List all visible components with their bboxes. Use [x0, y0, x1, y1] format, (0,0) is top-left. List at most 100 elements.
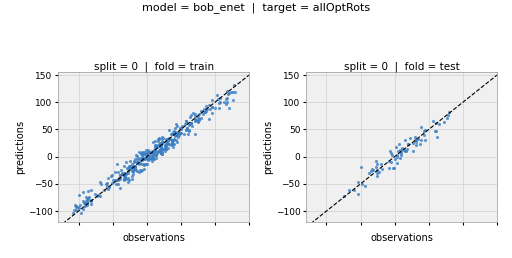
Point	[102, 182, 110, 186]
Point	[198, 109, 206, 113]
Point	[223, 99, 231, 103]
Point	[393, 155, 401, 159]
Point	[133, 154, 141, 158]
Point	[396, 156, 404, 160]
Point	[401, 149, 409, 153]
Point	[392, 145, 400, 149]
Point	[136, 158, 144, 162]
Point	[120, 174, 129, 178]
Point	[176, 126, 184, 130]
Point	[187, 121, 196, 125]
Point	[147, 159, 156, 163]
Point	[75, 193, 83, 197]
Point	[148, 157, 157, 161]
Point	[116, 173, 124, 177]
Text: model = bob_enet  |  target = allOptRots: model = bob_enet | target = allOptRots	[142, 3, 370, 13]
Point	[137, 169, 145, 173]
Point	[115, 176, 123, 180]
Point	[155, 143, 163, 147]
Point	[440, 119, 448, 124]
Point	[130, 164, 138, 168]
Point	[225, 106, 233, 110]
Point	[157, 150, 165, 155]
Point	[154, 137, 162, 141]
Point	[82, 197, 91, 201]
Point	[220, 100, 228, 104]
Point	[144, 154, 153, 158]
Point	[231, 90, 240, 94]
Point	[80, 204, 89, 208]
Point	[154, 144, 162, 148]
Point	[202, 103, 210, 108]
Point	[442, 116, 451, 120]
Point	[162, 147, 170, 151]
Point	[136, 161, 144, 165]
Point	[161, 144, 169, 148]
Point	[122, 159, 130, 164]
Point	[200, 107, 208, 111]
Point	[161, 149, 169, 153]
Point	[175, 133, 183, 137]
Point	[401, 148, 410, 152]
Point	[166, 137, 174, 141]
Point	[129, 165, 137, 169]
Point	[170, 129, 178, 133]
Point	[79, 201, 88, 205]
Point	[84, 195, 93, 199]
Point	[396, 149, 404, 153]
Point	[224, 92, 232, 96]
Point	[133, 169, 141, 173]
Point	[213, 93, 221, 98]
Point	[121, 176, 129, 181]
Point	[415, 142, 423, 146]
Point	[158, 150, 166, 154]
Point	[128, 165, 136, 169]
Point	[354, 180, 362, 184]
Point	[70, 208, 78, 212]
Point	[169, 145, 177, 149]
Point	[190, 132, 199, 136]
Point	[113, 162, 121, 166]
Point	[131, 165, 139, 169]
Point	[193, 118, 201, 122]
Point	[168, 138, 177, 142]
Point	[142, 152, 151, 157]
Point	[412, 138, 420, 142]
Point	[148, 149, 156, 153]
Point	[169, 142, 177, 147]
Point	[179, 132, 187, 136]
Point	[377, 162, 385, 166]
Point	[138, 168, 146, 172]
Point	[385, 165, 393, 170]
Point	[157, 151, 165, 155]
Point	[409, 141, 417, 145]
Point	[151, 143, 159, 147]
Point	[135, 156, 143, 160]
Point	[143, 156, 151, 160]
Point	[372, 165, 380, 169]
Point	[165, 142, 174, 146]
Point	[148, 151, 157, 155]
Point	[186, 115, 194, 119]
Point	[138, 152, 146, 156]
Point	[203, 107, 211, 111]
Point	[373, 174, 381, 178]
Point	[367, 169, 375, 173]
Point	[122, 171, 131, 175]
Point	[141, 156, 150, 160]
Point	[182, 128, 190, 132]
Title: split = 0  |  fold = train: split = 0 | fold = train	[94, 62, 214, 72]
Point	[138, 156, 146, 160]
Point	[159, 140, 167, 144]
Point	[229, 98, 238, 102]
Point	[152, 145, 160, 149]
Point	[142, 151, 150, 155]
Point	[172, 131, 180, 135]
Point	[129, 167, 137, 171]
Point	[185, 128, 193, 132]
Point	[194, 119, 202, 123]
Point	[404, 142, 412, 146]
Point	[169, 142, 178, 146]
Point	[373, 168, 381, 172]
Point	[144, 148, 153, 152]
